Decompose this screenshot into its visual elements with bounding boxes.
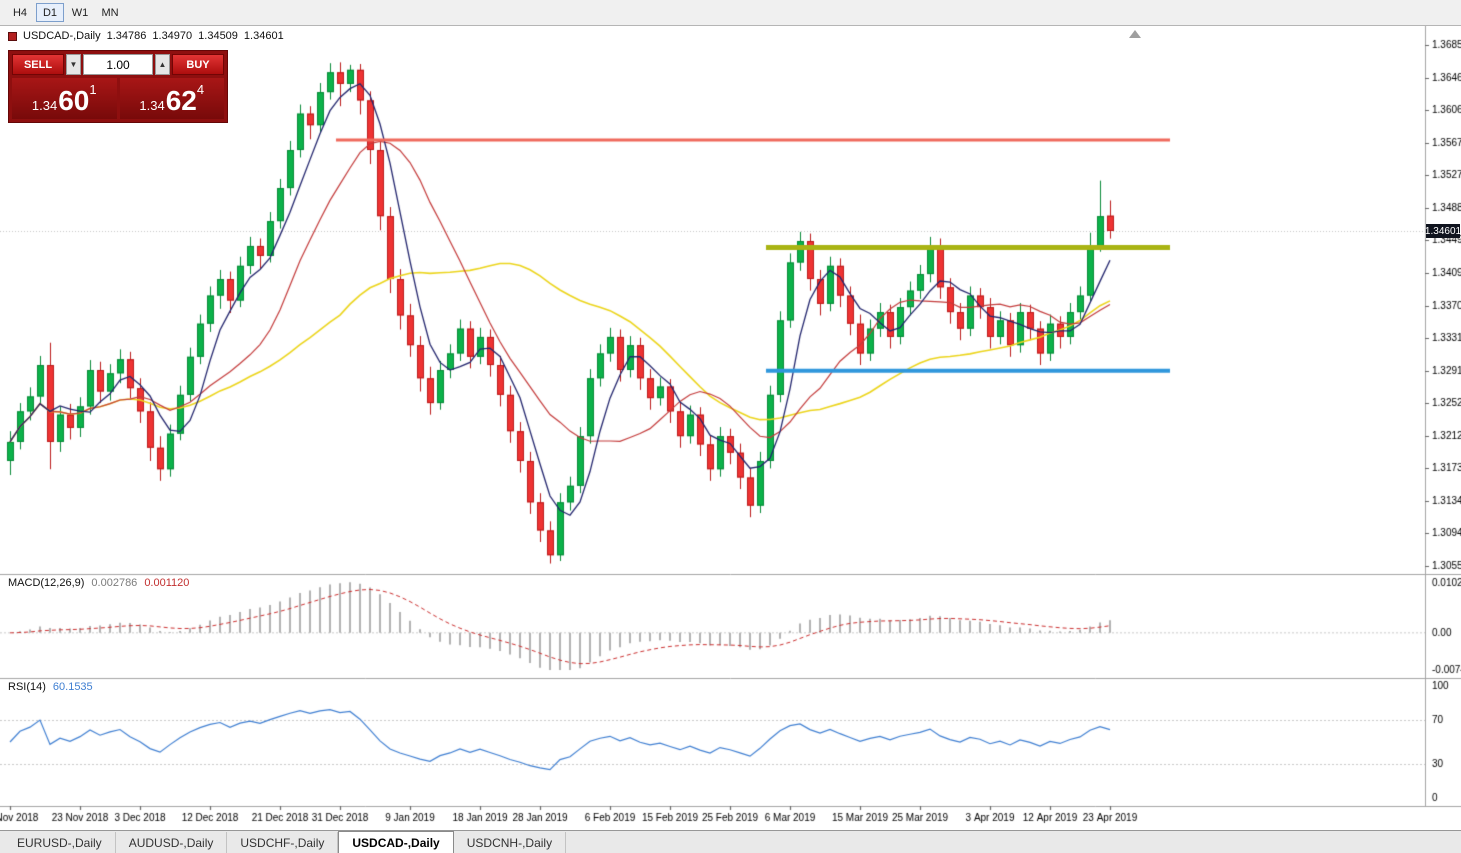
macd-indicator-label: MACD(12,26,9) 0.002786 0.001120 xyxy=(8,577,189,589)
sell-price-pips: 60 xyxy=(58,85,90,117)
volume-dropdown-button[interactable]: ▼ xyxy=(66,54,81,75)
sell-button[interactable]: SELL xyxy=(12,54,64,75)
timeframe-button-d1[interactable]: D1 xyxy=(36,3,64,22)
macd-signal-value: 0.001120 xyxy=(144,577,190,589)
macd-name: MACD(12,26,9) xyxy=(8,577,85,589)
volume-increase-button[interactable]: ▲ xyxy=(155,54,170,75)
timeframe-button-w1[interactable]: W1 xyxy=(66,3,94,22)
sell-price-display[interactable]: 1.34 60 1 xyxy=(12,78,117,119)
ohlc-close: 1.34601 xyxy=(243,30,284,42)
ohlc-low: 1.34509 xyxy=(198,30,238,42)
timeframe-toolbar: H4 D1 W1 MN xyxy=(0,0,1461,26)
buy-price-pips: 62 xyxy=(165,85,197,117)
chart-shift-marker-icon xyxy=(1129,30,1141,38)
rsi-indicator-label: RSI(14) 60.1535 xyxy=(8,681,93,693)
buy-price-display[interactable]: 1.34 62 4 xyxy=(119,78,224,119)
timeframe-button-mn[interactable]: MN xyxy=(96,3,124,22)
volume-input[interactable] xyxy=(83,54,153,75)
symbol-ohlc-header: USDCAD-,Daily 1.34786 1.34970 1.34509 1.… xyxy=(8,30,284,42)
timeframe-button-h4[interactable]: H4 xyxy=(6,3,34,22)
chart-tabbar: EURUSD-,Daily AUDUSD-,Daily USDCHF-,Daily U… xyxy=(0,830,1461,853)
sell-price-prefix: 1.34 xyxy=(31,98,58,113)
sell-price-point: 1 xyxy=(89,82,97,97)
tab-usdcad-daily[interactable]: USDCAD-,Daily xyxy=(338,831,454,853)
buy-button[interactable]: BUY xyxy=(172,54,224,75)
tab-audusd-daily[interactable]: AUDUSD-,Daily xyxy=(115,832,228,853)
buy-price-prefix: 1.34 xyxy=(139,98,165,113)
chart-canvas[interactable] xyxy=(0,26,1461,830)
rsi-name: RSI(14) xyxy=(8,681,46,693)
tab-usdcnh-daily[interactable]: USDCNH-,Daily xyxy=(453,832,567,853)
rsi-value: 60.1535 xyxy=(52,681,93,693)
macd-main-value: 0.002786 xyxy=(91,577,138,589)
chart-icon xyxy=(8,31,17,41)
ohlc-high: 1.34970 xyxy=(152,30,193,42)
symbol-title: USDCAD-,Daily xyxy=(23,30,101,42)
chart-window: USDCAD-,Daily 1.34786 1.34970 1.34509 1.… xyxy=(0,26,1461,830)
buy-price-point: 4 xyxy=(196,82,205,97)
current-price-tag: 1.34601 xyxy=(1424,224,1461,238)
tab-usdchf-daily[interactable]: USDCHF-,Daily xyxy=(227,832,339,853)
ohlc-open: 1.34786 xyxy=(106,30,147,42)
chevron-down-icon: ▼ xyxy=(69,60,78,69)
tab-eurusd-daily[interactable]: EURUSD-,Daily xyxy=(4,832,116,853)
chevron-up-icon: ▲ xyxy=(158,60,167,69)
